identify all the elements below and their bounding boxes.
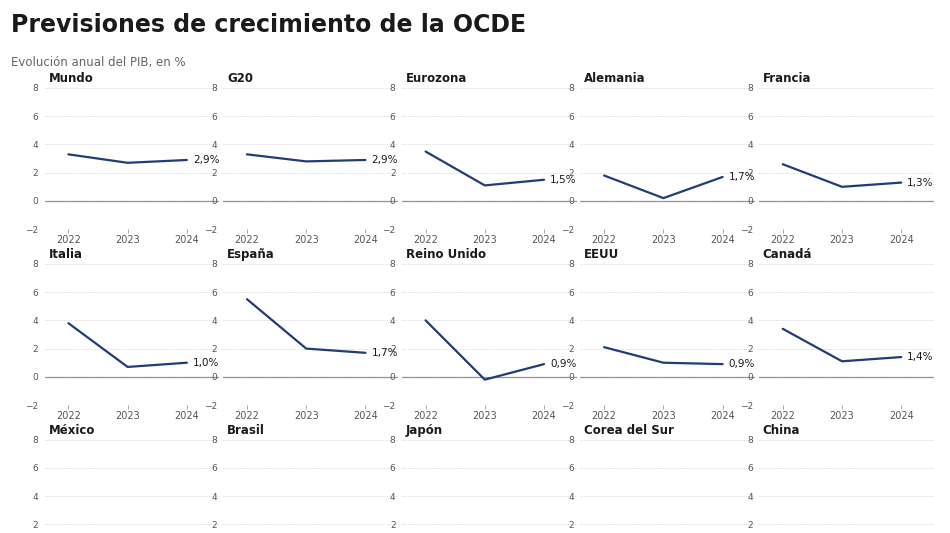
Text: Francia: Francia xyxy=(763,72,811,85)
Text: Canadá: Canadá xyxy=(763,248,812,261)
Text: 1,7%: 1,7% xyxy=(371,348,398,358)
Text: EEUU: EEUU xyxy=(584,248,619,261)
Text: 1,7%: 1,7% xyxy=(729,172,755,182)
Text: Japón: Japón xyxy=(406,424,443,437)
Text: 0,9%: 0,9% xyxy=(729,359,755,369)
Text: 0,9%: 0,9% xyxy=(550,359,577,369)
Text: G20: G20 xyxy=(227,72,253,85)
Text: Reino Unido: Reino Unido xyxy=(406,248,485,261)
Text: 2,9%: 2,9% xyxy=(371,155,398,165)
Text: 1,0%: 1,0% xyxy=(193,358,219,368)
Text: Alemania: Alemania xyxy=(584,72,646,85)
Text: España: España xyxy=(227,248,275,261)
Text: 1,3%: 1,3% xyxy=(907,177,934,188)
Text: Mundo: Mundo xyxy=(48,72,93,85)
Text: Previsiones de crecimiento de la OCDE: Previsiones de crecimiento de la OCDE xyxy=(11,13,526,37)
Text: Eurozona: Eurozona xyxy=(406,72,467,85)
Text: Italia: Italia xyxy=(48,248,83,261)
Text: México: México xyxy=(48,424,95,437)
Text: Brasil: Brasil xyxy=(227,424,265,437)
Text: China: China xyxy=(763,424,800,437)
Text: Corea del Sur: Corea del Sur xyxy=(584,424,674,437)
Text: 2,9%: 2,9% xyxy=(193,155,219,165)
Text: 1,5%: 1,5% xyxy=(550,175,577,185)
Text: 1,4%: 1,4% xyxy=(907,352,934,362)
Text: Evolución anual del PIB, en %: Evolución anual del PIB, en % xyxy=(11,56,186,69)
